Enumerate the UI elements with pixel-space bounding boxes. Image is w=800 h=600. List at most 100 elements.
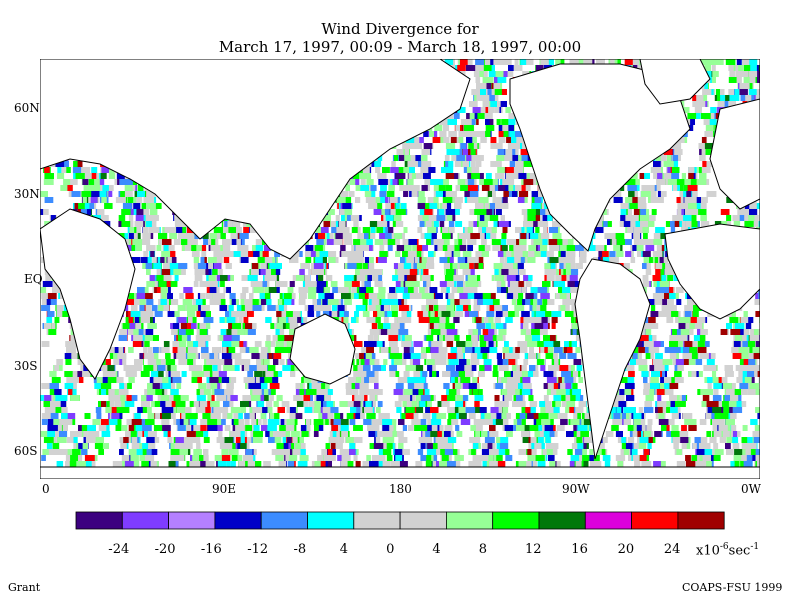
swath-cell — [213, 257, 223, 263]
swath-cell — [147, 389, 156, 395]
swath-cell — [86, 209, 92, 215]
swath-cell — [73, 161, 78, 167]
swath-cell — [160, 395, 170, 401]
swath-cell — [136, 227, 141, 233]
swath-cell — [258, 299, 266, 305]
swath-cell — [226, 287, 231, 293]
swath-cell — [291, 413, 300, 419]
swath-cell — [123, 383, 128, 389]
swath-cell — [119, 383, 125, 389]
swath-cell — [73, 173, 78, 179]
swath-cell — [422, 431, 428, 437]
swath-cell — [161, 419, 170, 425]
swath-cell — [89, 203, 95, 209]
swath-cell — [348, 449, 356, 455]
swath-cell — [325, 275, 333, 281]
swath-cell — [339, 209, 348, 215]
swath-cell — [312, 299, 317, 305]
swath-cell — [412, 137, 420, 143]
swath-cell — [256, 359, 262, 365]
swath-cell — [170, 389, 179, 395]
swath-cell — [341, 293, 351, 299]
swath-cell — [111, 407, 117, 413]
swath-cell — [91, 191, 100, 197]
swath-cell — [369, 401, 376, 407]
swath-cell — [355, 227, 361, 233]
swath-cell — [143, 251, 149, 257]
swath-cell — [356, 275, 366, 281]
swath-cell — [101, 389, 107, 395]
swath-cell — [443, 443, 452, 449]
swath-cell — [415, 143, 421, 149]
swath-cell — [451, 65, 460, 71]
swath-cell — [193, 257, 200, 263]
swath-cell — [214, 389, 225, 395]
swath-cell — [264, 257, 273, 263]
swath-cell — [183, 419, 189, 425]
swath-cell — [350, 215, 360, 221]
swath-cell — [342, 311, 349, 317]
swath-cell — [263, 461, 269, 467]
swath-cell — [711, 455, 721, 461]
swath-cell — [370, 227, 376, 233]
swath-cell — [170, 299, 179, 305]
swath-cell — [357, 413, 365, 419]
swath-cell — [152, 347, 161, 353]
swath-cell — [283, 443, 289, 449]
swath-cell — [46, 317, 53, 323]
swath-cell — [155, 413, 160, 419]
swath-cell — [144, 395, 153, 401]
swath-cell — [205, 461, 215, 467]
swath-cell — [397, 179, 404, 185]
swath-cell — [255, 461, 262, 467]
swath-cell — [168, 263, 179, 269]
swath-cell — [185, 299, 193, 305]
swath-cell — [313, 305, 320, 311]
swath-cell — [98, 425, 107, 431]
swath-cell — [292, 311, 300, 317]
swath-cell — [205, 263, 214, 269]
swath-cell — [318, 413, 324, 419]
swath-cell — [201, 245, 207, 251]
swath-cell — [355, 263, 363, 269]
swath-cell — [337, 287, 346, 293]
swath-cell — [366, 317, 372, 323]
swath-cell — [118, 347, 124, 353]
swath-cell — [96, 413, 102, 419]
swath-cell — [147, 431, 157, 437]
swath-cell — [296, 275, 305, 281]
swath-cell — [318, 389, 328, 395]
swath-cell — [750, 419, 758, 425]
swath-cell — [214, 263, 222, 269]
swath-cell — [297, 449, 306, 455]
swath-cell — [226, 383, 234, 389]
swath-cell — [163, 431, 168, 437]
swath-cell — [53, 281, 58, 287]
swath-cell — [333, 227, 343, 233]
swath-cell — [734, 389, 741, 395]
swath-cell — [231, 335, 240, 341]
swath-cell — [203, 317, 214, 323]
swath-cell — [247, 323, 257, 329]
swath-cell — [41, 419, 50, 425]
swath-cell — [251, 395, 261, 401]
swath-cell — [421, 389, 430, 395]
swath-cell — [703, 83, 708, 89]
swath-cell — [393, 359, 403, 365]
swath-cell — [124, 239, 131, 245]
swath-cell — [193, 341, 199, 347]
swath-cell — [268, 389, 276, 395]
swath-cell — [325, 443, 334, 449]
swath-cell — [339, 233, 347, 239]
swath-cell — [705, 443, 711, 449]
swath-cell — [162, 377, 169, 383]
swath-cell — [60, 185, 68, 191]
swath-cell — [128, 425, 134, 431]
swath-cell — [285, 323, 293, 329]
swath-cell — [188, 317, 193, 323]
swath-cell — [299, 389, 305, 395]
swath-cell — [395, 173, 406, 179]
swath-cell — [225, 395, 231, 401]
swath-cell — [344, 281, 350, 287]
swath-cell — [369, 419, 374, 425]
